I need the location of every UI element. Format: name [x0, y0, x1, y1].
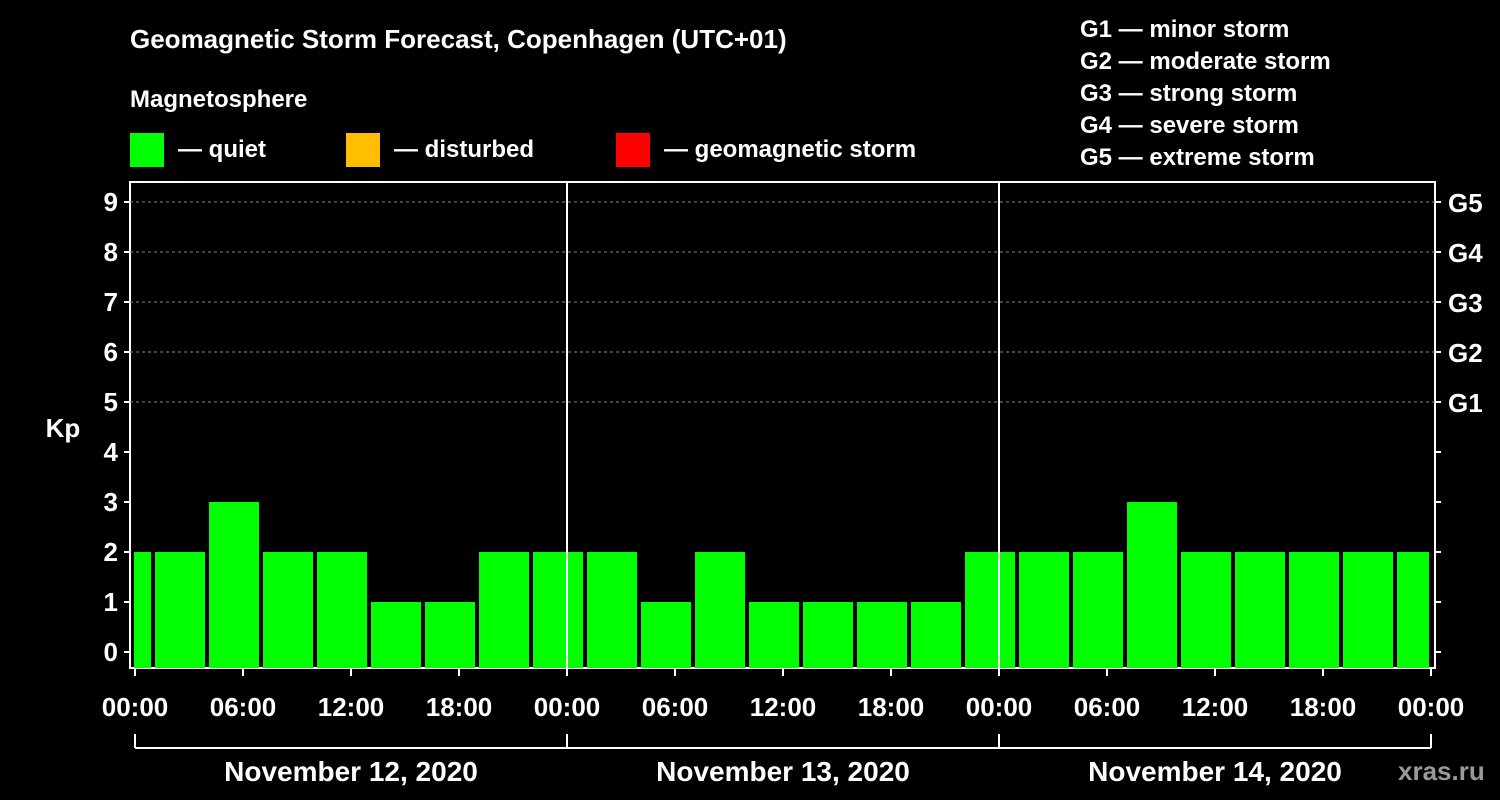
- storm-scale-g4: G4 — severe storm: [1080, 112, 1299, 139]
- kp-bar: [209, 502, 259, 668]
- kp-bar: [263, 552, 313, 668]
- kp-bar: [1073, 552, 1123, 668]
- kp-bar: [317, 552, 367, 668]
- x-tick-label: 06:00: [642, 692, 709, 722]
- kp-bar: [1343, 552, 1393, 668]
- y-tick-label: 2: [104, 537, 118, 567]
- kp-bar: [1397, 552, 1429, 668]
- y-tick-label: 7: [104, 287, 118, 317]
- kp-bar: [587, 552, 637, 668]
- storm-scale-g2: G2 — moderate storm: [1080, 48, 1331, 75]
- legend-label-quiet: — quiet: [178, 136, 266, 163]
- right-axis-label: G4: [1448, 238, 1483, 268]
- kp-bar: [1235, 552, 1285, 668]
- kp-bar: [695, 552, 745, 668]
- y-tick-label: 1: [104, 587, 118, 617]
- legend-swatch-disturbed: [346, 133, 380, 167]
- right-axis-label: G1: [1448, 388, 1483, 418]
- legend-swatch-storm: [616, 133, 650, 167]
- x-tick-label: 06:00: [1074, 692, 1141, 722]
- y-tick-label: 5: [104, 387, 118, 417]
- legend-swatch-quiet: [130, 133, 164, 167]
- x-tick-label: 06:00: [210, 692, 277, 722]
- x-tick-label: 00:00: [534, 692, 601, 722]
- legend-item-quiet: — quiet: [130, 133, 266, 167]
- kp-bar: [1127, 502, 1177, 668]
- kp-bar: [479, 552, 529, 668]
- kp-bar: [1181, 552, 1231, 668]
- legend-subtitle: Magnetosphere: [130, 86, 308, 113]
- y-tick-label: 9: [104, 187, 118, 217]
- kp-bar: [911, 602, 961, 668]
- kp-bar: [1289, 552, 1339, 668]
- y-tick-label: 4: [104, 437, 119, 467]
- kp-bar: [749, 602, 799, 668]
- day-label: November 13, 2020: [656, 756, 910, 787]
- watermark: xras.ru: [1398, 756, 1485, 786]
- kp-bar: [533, 552, 583, 668]
- y-tick-label: 3: [104, 487, 118, 517]
- chart-title: Geomagnetic Storm Forecast, Copenhagen (…: [130, 24, 787, 54]
- y-tick-label: 6: [104, 337, 118, 367]
- kp-bar: [803, 602, 853, 668]
- x-tick-label: 00:00: [1398, 692, 1465, 722]
- legend-item-storm: — geomagnetic storm: [616, 133, 916, 167]
- x-tick-label: 18:00: [1290, 692, 1357, 722]
- kp-bar: [155, 552, 205, 668]
- legend-label-storm: — geomagnetic storm: [664, 136, 917, 163]
- storm-scale-g1: G1 — minor storm: [1080, 16, 1290, 43]
- right-axis-label: G5: [1448, 188, 1483, 218]
- y-axis-title: Kp: [46, 413, 81, 443]
- right-axis-label: G3: [1448, 288, 1483, 318]
- x-tick-label: 12:00: [750, 692, 817, 722]
- legend-item-disturbed: — disturbed: [346, 133, 534, 167]
- kp-bar: [425, 602, 475, 668]
- storm-scale-g5: G5 — extreme storm: [1080, 144, 1315, 171]
- x-tick-label: 18:00: [858, 692, 925, 722]
- x-tick-label: 12:00: [1182, 692, 1249, 722]
- legend-label-disturbed: — disturbed: [394, 136, 535, 163]
- kp-bar: [641, 602, 691, 668]
- y-tick-label: 8: [104, 237, 118, 267]
- right-axis-label: G2: [1448, 338, 1483, 368]
- x-tick-label: 00:00: [966, 692, 1033, 722]
- x-tick-label: 12:00: [318, 692, 385, 722]
- storm-scale-g3: G3 — strong storm: [1080, 80, 1298, 107]
- day-label: November 12, 2020: [224, 756, 478, 787]
- kp-bar: [371, 602, 421, 668]
- kp-bar: [965, 552, 1015, 668]
- kp-bar: [857, 602, 907, 668]
- day-label: November 14, 2020: [1088, 756, 1342, 787]
- x-tick-label: 00:00: [102, 692, 169, 722]
- x-tick-label: 18:00: [426, 692, 493, 722]
- storm-scale-legend: G1 — minor storm G2 — moderate storm G3 …: [1080, 14, 1331, 174]
- kp-bar: [1019, 552, 1069, 668]
- y-tick-label: 0: [104, 637, 118, 667]
- kp-bar: [134, 552, 151, 668]
